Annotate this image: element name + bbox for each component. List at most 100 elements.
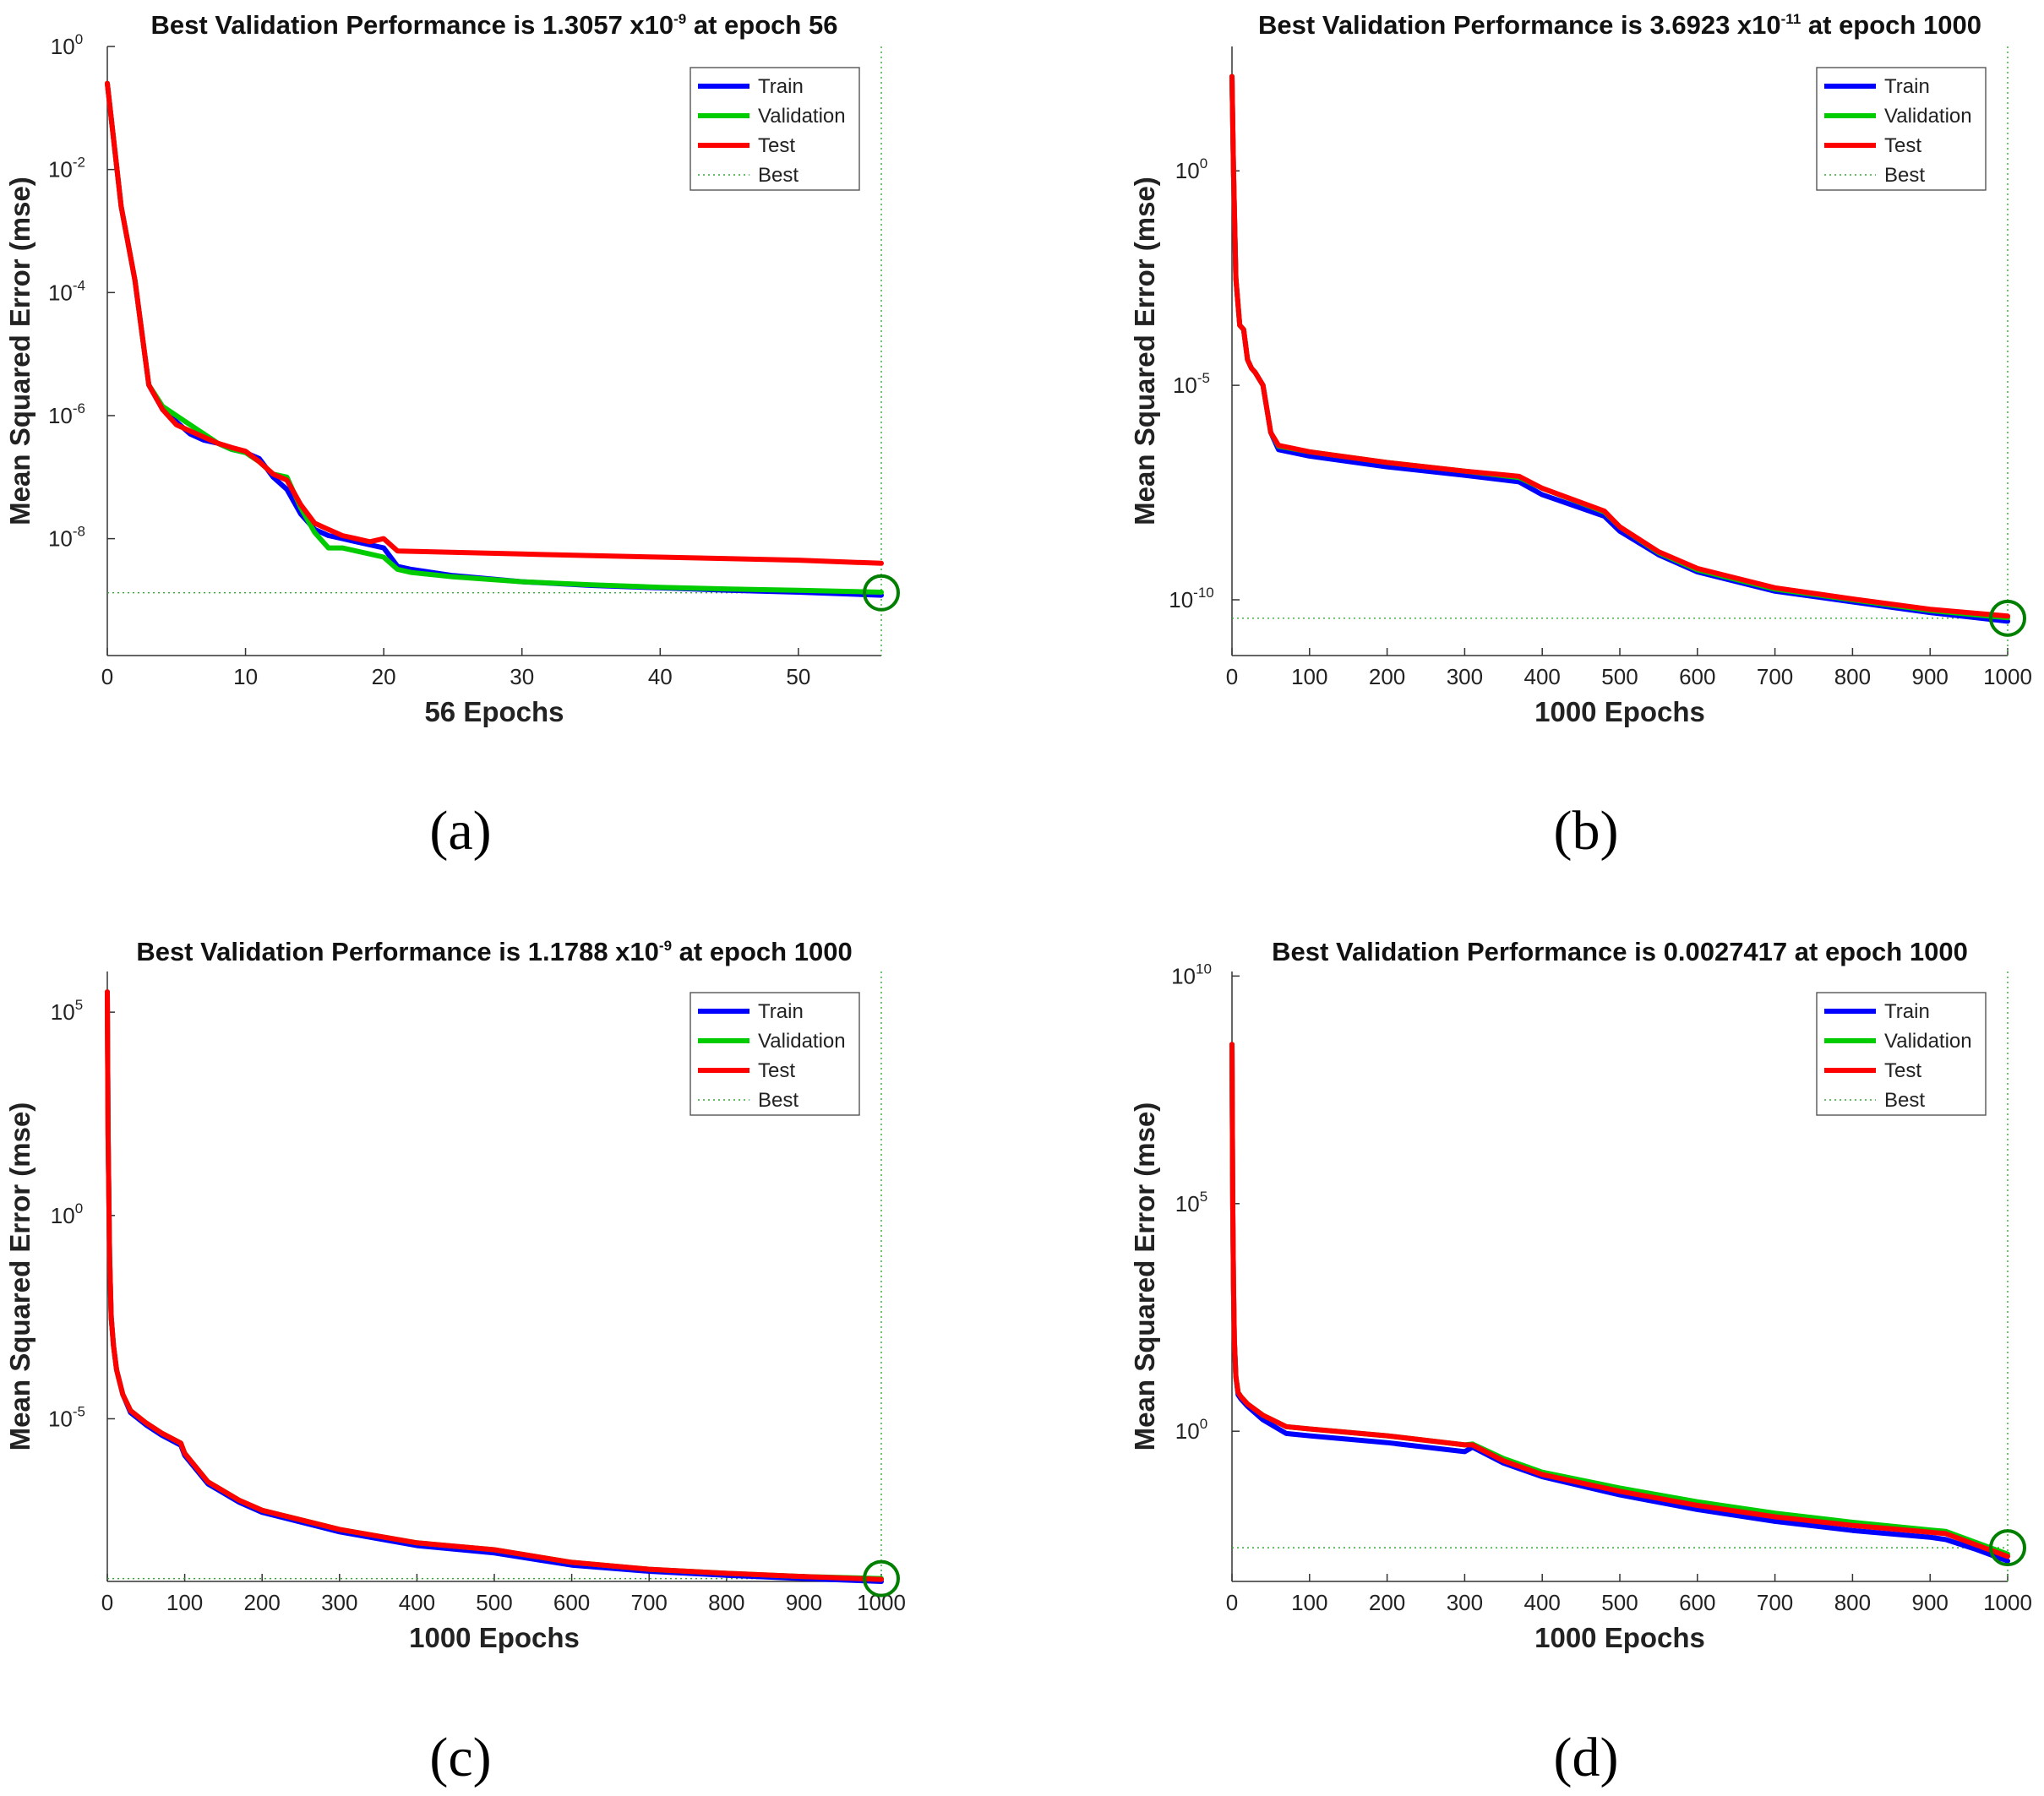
legend: Train Validation Test Best — [690, 67, 860, 191]
x-tick-label: 700 — [1757, 1590, 1793, 1615]
y-tick-label: 105 — [1175, 1189, 1207, 1216]
x-tick-label: 800 — [708, 1590, 744, 1615]
y-tick-exponent: -6 — [73, 400, 85, 416]
x-tick-label: 900 — [1912, 664, 1949, 689]
chart-3: Best Validation Performance is 1.1788 x1… — [4, 937, 906, 1788]
chart-title-tail: at epoch 1000 — [672, 937, 853, 966]
y-tick-exponent: 0 — [1200, 1416, 1207, 1432]
y-tick-mantissa: 10 — [48, 1406, 73, 1431]
chart-title-tail: at epoch 1000 — [1801, 10, 1981, 40]
chart-title-main: Best Validation Performance is 0.0027417… — [1272, 937, 1968, 966]
legend-label-train: Train — [1884, 75, 1930, 98]
x-tick-label: 300 — [321, 1590, 357, 1615]
chart-title: Best Validation Performance is 1.1788 x1… — [136, 937, 852, 966]
best-marker — [1989, 1529, 2026, 1567]
x-axis-label: 1000 Epochs — [1534, 1622, 1705, 1653]
y-tick-label: 105 — [51, 997, 83, 1025]
legend-label-test: Test — [1884, 1059, 1921, 1082]
x-tick-label: 500 — [1601, 664, 1638, 689]
legend-label-best: Best — [758, 1089, 799, 1112]
y-tick-exponent: -4 — [73, 277, 85, 293]
chart-4: Best Validation Performance is 0.0027417… — [1129, 937, 2032, 1788]
legend-label-validation: Validation — [758, 105, 846, 128]
legend-label-validation: Validation — [758, 1030, 846, 1053]
panel-label: (a) — [429, 800, 491, 862]
y-tick-exponent: 5 — [1200, 1189, 1207, 1205]
y-tick-label: 10-5 — [48, 1403, 85, 1431]
y-tick-exponent: -10 — [1193, 585, 1214, 601]
x-tick-label: 800 — [1834, 664, 1871, 689]
y-tick-label: 1010 — [1171, 961, 1212, 988]
y-tick-label: 100 — [1175, 1416, 1207, 1444]
panel-label: (b) — [1554, 800, 1619, 862]
x-tick-label: 700 — [631, 1590, 668, 1615]
x-tick-label: 500 — [1601, 1590, 1638, 1615]
x-tick-label: 0 — [101, 1590, 113, 1615]
y-tick-mantissa: 10 — [48, 526, 73, 552]
y-tick-exponent: 0 — [75, 1200, 83, 1216]
y-tick-label: 100 — [1175, 155, 1207, 183]
x-tick-label: 200 — [244, 1590, 281, 1615]
series-validation-line — [105, 80, 884, 595]
x-tick-label: 300 — [1447, 1590, 1483, 1615]
x-tick-label: 400 — [399, 1590, 435, 1615]
y-tick-label: 10-8 — [48, 524, 85, 552]
x-tick-label: 600 — [553, 1590, 590, 1615]
x-axis-label: 56 Epochs — [424, 696, 564, 727]
chart-title-exponent: -9 — [659, 938, 672, 954]
y-tick-mantissa: 10 — [1171, 963, 1196, 988]
x-tick-label: 300 — [1447, 664, 1483, 689]
legend-label-test: Test — [758, 1059, 795, 1082]
x-axis-label: 1000 Epochs — [409, 1622, 580, 1653]
y-tick-mantissa: 10 — [1175, 1191, 1200, 1216]
legend-label-test: Test — [1884, 134, 1921, 157]
legend-label-train: Train — [1884, 1000, 1930, 1023]
y-tick-mantissa: 10 — [48, 157, 73, 182]
y-tick-exponent: -2 — [73, 155, 85, 171]
y-tick-mantissa: 10 — [1173, 373, 1197, 398]
x-tick-label: 400 — [1524, 664, 1561, 689]
x-tick-label: 10 — [233, 664, 258, 689]
legend-label-test: Test — [758, 134, 795, 157]
y-tick-exponent: 0 — [75, 31, 83, 47]
x-tick-label: 0 — [1226, 664, 1238, 689]
y-tick-label: 100 — [51, 31, 83, 59]
y-tick-label: 10-4 — [48, 277, 85, 305]
y-axis-label: Mean Squared Error (mse) — [4, 1102, 35, 1451]
panel-label: (c) — [429, 1727, 491, 1788]
y-tick-label: 10-6 — [48, 400, 85, 428]
chart-2: Best Validation Performance is 3.6923 x1… — [1129, 10, 2032, 862]
x-tick-label: 0 — [1226, 1590, 1238, 1615]
series-test-line — [105, 80, 884, 566]
x-tick-label: 600 — [1679, 664, 1715, 689]
x-tick-label: 100 — [1291, 664, 1327, 689]
y-tick-mantissa: 10 — [1175, 1418, 1200, 1444]
y-tick-exponent: -5 — [1197, 370, 1210, 386]
y-tick-mantissa: 10 — [51, 34, 75, 59]
x-tick-label: 0 — [101, 664, 113, 689]
chart-title-main: Best Validation Performance is 3.6923 x1… — [1258, 10, 1781, 40]
chart-title-exponent: -9 — [673, 11, 686, 27]
legend-label-train: Train — [758, 75, 804, 98]
x-tick-label: 100 — [166, 1590, 203, 1615]
best-marker — [863, 574, 900, 612]
legend-box — [690, 67, 860, 191]
x-tick-label: 200 — [1369, 1590, 1405, 1615]
y-tick-mantissa: 10 — [51, 1203, 75, 1228]
legend-label-validation: Validation — [1884, 1030, 1972, 1053]
x-axis-label: 1000 Epochs — [1534, 696, 1705, 727]
x-tick-label: 800 — [1834, 1590, 1871, 1615]
best-marker — [1989, 599, 2026, 637]
y-axis-label: Mean Squared Error (mse) — [1129, 177, 1160, 525]
x-tick-label: 200 — [1369, 664, 1405, 689]
chart-title-main: Best Validation Performance is 1.3057 x1… — [151, 10, 674, 40]
legend: Train Validation Test Best — [1816, 992, 1987, 1116]
legend-label-best: Best — [758, 164, 799, 187]
y-tick-exponent: 0 — [1200, 155, 1207, 171]
chart-1: Best Validation Performance is 1.3057 x1… — [4, 10, 900, 862]
y-tick-mantissa: 10 — [48, 280, 73, 305]
x-tick-label: 40 — [648, 664, 673, 689]
x-tick-label: 1000 — [1983, 1590, 2032, 1615]
x-tick-label: 20 — [372, 664, 396, 689]
